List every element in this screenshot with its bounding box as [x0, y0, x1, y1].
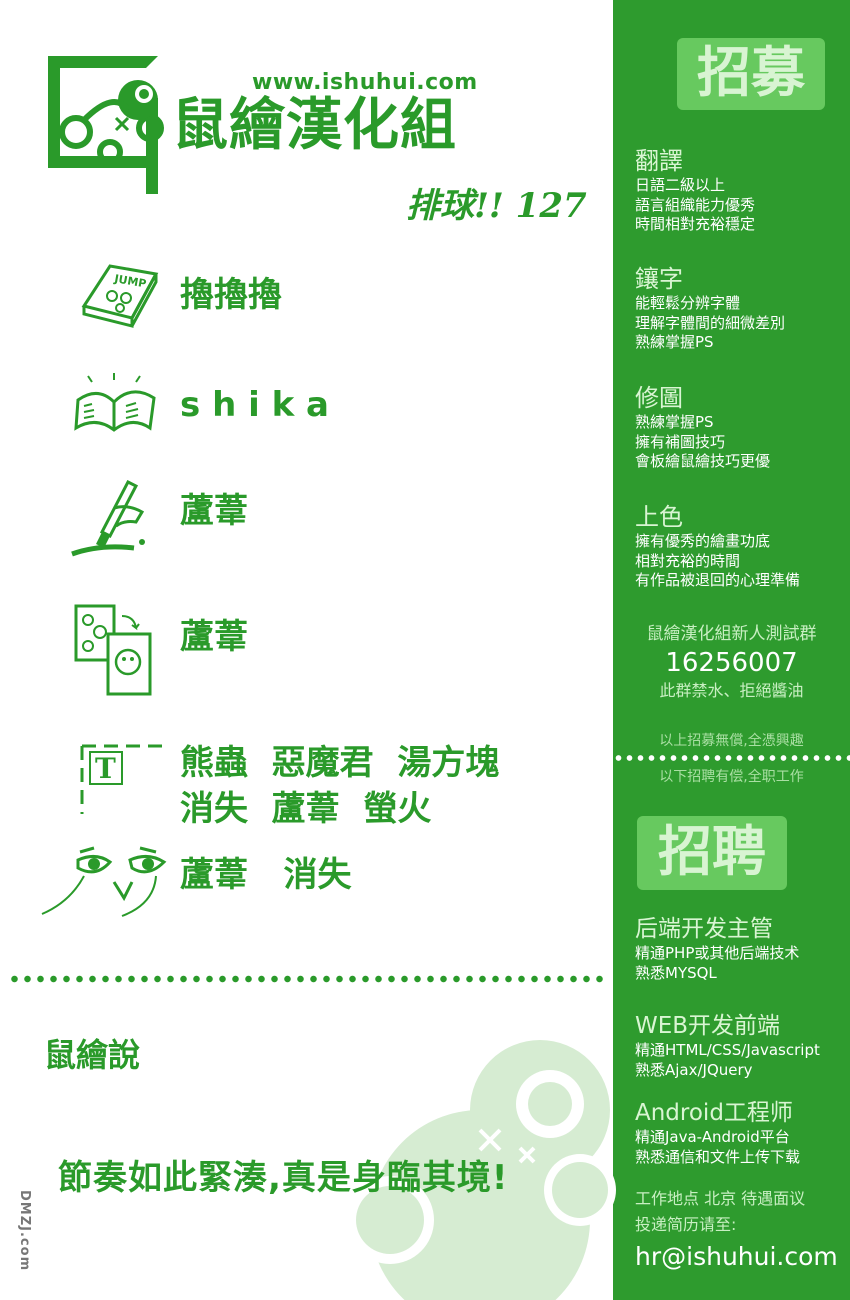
credit-names: 蘆葦 — [180, 491, 248, 531]
job-android-engineer: Android工程师 精通Java-Android平台 熟悉通信和文件上传下载 — [635, 1098, 845, 1167]
role-line: 熟練掌握PS — [635, 413, 714, 431]
role-colorist: 上色 擁有優秀的繪畫功底 相對充裕的時間 有作品被退回的心理準備 — [635, 502, 845, 591]
issue-title: 排球!! 127 — [406, 186, 587, 226]
credit-names: 蘆葦 — [180, 617, 248, 657]
group-rule: 此群禁水、拒絕醬油 — [659, 681, 804, 700]
job-line: 精通Java-Android平台 — [635, 1128, 790, 1146]
role-line: 日語二級以上 — [635, 176, 726, 194]
svg-text:JUMP: JUMP — [112, 272, 147, 291]
eyes-icon — [41, 846, 167, 917]
job-title: Android工程师 — [635, 1100, 793, 1126]
job-web-frontend: WEB开发前端 精通HTML/CSS/Javascript 熟悉Ajax/JQu… — [635, 1011, 845, 1080]
credit-raw-provider: JUMP 擼擼擼 — [70, 262, 590, 352]
job-title: WEB开发前端 — [635, 1013, 781, 1039]
page-swap-icon — [74, 604, 152, 696]
role-line: 理解字體間的細微差別 — [635, 313, 786, 332]
watermark: DMZJ.com — [17, 1190, 32, 1272]
job-backend-lead: 后端开发主管 精通PHP或其他后端技术 熟悉MYSQL — [635, 914, 845, 983]
role-line: 擁有補圖技巧 — [635, 432, 726, 451]
dotted-divider — [8, 975, 606, 983]
note-unpaid: 以上招募無償,全憑興趣 — [659, 733, 804, 749]
text-tool-icon: T — [80, 744, 166, 814]
credit-typesetter: T 熊蟲 惡魔君 湯方塊 消失 蘆葦 螢火 — [70, 730, 590, 830]
job-title: 后端开发主管 — [635, 916, 773, 942]
role-translator: 翻譯 日語二級以上 語言組織能力優秀 時間相對充裕穩定 — [635, 146, 845, 235]
volunteer-badge: 招募 — [677, 38, 825, 110]
role-retoucher: 修圖 熟練掌握PS 擁有補圖技巧 會板繪鼠繪技巧更優 — [635, 383, 845, 472]
credit-cleaner: 蘆葦 — [70, 478, 590, 568]
comment-label: 鼠繪說 — [44, 1036, 141, 1074]
role-line: 擁有優秀的繪畫功底 — [635, 532, 771, 550]
role-line: 能輕鬆分辨字體 — [635, 294, 741, 312]
group-logo: www.ishuhui.com 鼠繪漢化組 — [44, 50, 484, 194]
credit-names: 熊蟲 惡魔君 湯方塊 消失 蘆葦 螢火 — [180, 743, 500, 829]
job-line: 熟悉MYSQL — [635, 963, 717, 982]
comment-text: 節奏如此緊湊,真是身臨其境! — [58, 1158, 509, 1198]
role-line: 語言組織能力優秀 — [635, 195, 756, 214]
logo-frame — [48, 56, 158, 194]
sidebar-dotted-divider — [613, 754, 850, 762]
background-mouse-icon — [346, 1040, 616, 1300]
role-typesetter: 鑲字 能輕鬆分辨字體 理解字體間的細微差別 熟練掌握PS — [635, 264, 845, 353]
contact-email[interactable]: hr@ishuhui.com — [635, 1242, 838, 1271]
role-line: 時間相對充裕穩定 — [635, 215, 756, 233]
contact-info: 工作地点 北京 待遇面议 投递简历请至: hr@ishuhui.com — [635, 1186, 847, 1274]
role-title: 翻譯 — [635, 147, 683, 175]
send-resume-label: 投递简历请至: — [635, 1215, 737, 1234]
open-book-icon — [74, 373, 156, 432]
job-line: 熟悉通信和文件上传下载 — [635, 1147, 801, 1166]
recruitment-sidebar: 招募 翻譯 日語二級以上 語言組織能力優秀 時間相對充裕穩定 鑲字 能輕鬆分辨字… — [613, 0, 850, 1300]
hire-badge: 招聘 — [637, 816, 787, 890]
test-group: 鼠繪漢化組新人測試群 16256007 此群禁水、拒絕醬油 — [613, 622, 850, 702]
role-line: 相對充裕的時間 — [635, 551, 741, 570]
mouse-logo-icon — [59, 80, 164, 165]
role-line: 有作品被退回的心理準備 — [635, 571, 801, 589]
group-label: 鼠繪漢化組新人測試群 — [646, 624, 817, 644]
work-location: 工作地点 北京 待遇面议 — [635, 1189, 806, 1208]
role-title: 上色 — [635, 503, 683, 531]
logo-name: 鼠繪漢化組 — [172, 93, 457, 158]
credit-translator: s h i k a — [70, 372, 590, 462]
job-line: 精通PHP或其他后端技术 — [635, 944, 800, 962]
role-line: 熟練掌握PS — [635, 333, 714, 351]
credit-names: 蘆葦 消失 — [180, 855, 352, 895]
note-paid: 以下招聘有偿,全职工作 — [659, 769, 804, 785]
logo-url: www.ishuhui.com — [252, 70, 478, 95]
role-line: 會板繪鼠繪技巧更優 — [635, 452, 771, 470]
job-line: 熟悉Ajax/JQuery — [635, 1060, 753, 1079]
credit-proofreader: 蘆葦 消失 — [41, 842, 590, 932]
role-title: 修圖 — [635, 384, 683, 412]
credit-retoucher: 蘆葦 — [70, 604, 590, 696]
group-number: 16256007 — [665, 648, 798, 678]
credit-names: 擼擼擼 — [180, 275, 282, 315]
job-line: 精通HTML/CSS/Javascript — [635, 1041, 820, 1059]
role-title: 鑲字 — [635, 265, 683, 293]
brush-hand-icon — [71, 479, 145, 557]
credit-names: s h i k a — [180, 385, 329, 425]
svg-text:T: T — [95, 752, 116, 785]
jump-magazine-icon: JUMP — [81, 264, 159, 328]
